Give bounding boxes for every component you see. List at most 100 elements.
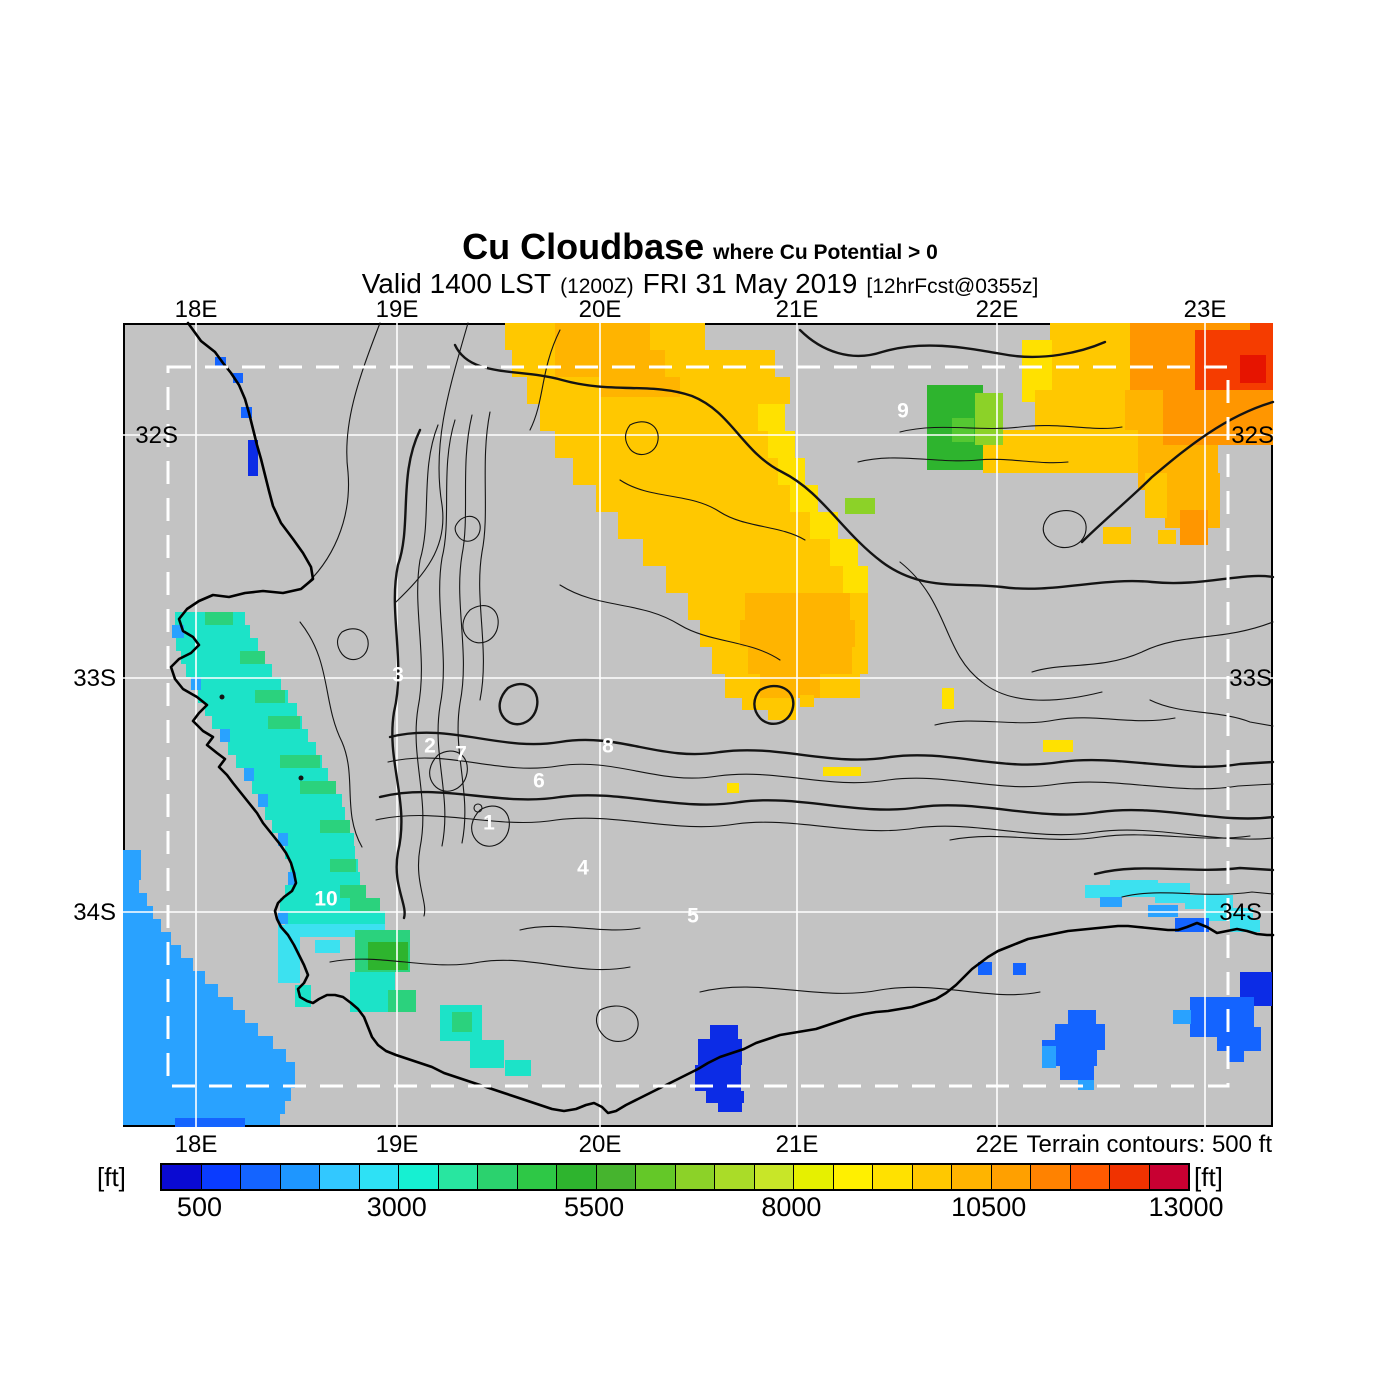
- cloudbase-patch: [123, 1010, 245, 1023]
- lon-label-bottom-19E: 19E: [375, 1131, 419, 1158]
- cloudbase-patch: [1060, 1066, 1094, 1080]
- colorbar-tick-8000: 8000: [761, 1192, 822, 1222]
- small-contour-ring: [473, 803, 483, 813]
- cloudbase-patch: [268, 716, 300, 729]
- site-label-8: 8: [602, 735, 614, 758]
- colorbar-cell: [991, 1165, 1031, 1189]
- cloudbase-patch: [1100, 897, 1122, 907]
- lat-label-right-32S: 32S: [1231, 422, 1274, 449]
- colorbar-cell: [873, 1165, 913, 1189]
- cloudbase-patch: [368, 942, 408, 970]
- title-line-2: Valid 1400 LST (1200Z) FRI 31 May 2019 […: [0, 268, 1400, 300]
- colorbar-cell: [162, 1165, 202, 1189]
- coastline: [169, 321, 1275, 1115]
- cloudbase-patch: [758, 404, 785, 431]
- cloudbase-patch: [1085, 885, 1113, 898]
- cloudbase-patch: [555, 350, 665, 377]
- cloudbase-patch: [288, 872, 296, 885]
- colorbar-tick-13000: 13000: [1148, 1192, 1224, 1222]
- cloudbase-patch: [800, 695, 814, 707]
- colorbar-cell: [280, 1165, 320, 1189]
- site-labels-layer: 9 3 2 7 8 6 1 4 10 5: [314, 400, 909, 928]
- cloudbase-patches-layer: [123, 323, 1273, 1127]
- cloudbase-patch: [1043, 740, 1073, 752]
- site-label-6: 6: [533, 770, 545, 793]
- cloudbase-patch: [278, 833, 288, 846]
- cloudbase-patch: [340, 885, 366, 898]
- cloudbase-patch: [978, 962, 992, 975]
- valid-date-label: FRI 31 May 2019: [642, 268, 858, 299]
- cloudbase-patch: [1013, 963, 1026, 975]
- cloudbase-patch: [288, 872, 360, 885]
- cloudbase-patch: [952, 418, 974, 442]
- site-label-2: 2: [424, 735, 436, 758]
- colorbar-cell: [399, 1165, 439, 1189]
- islet-dot: [298, 775, 304, 781]
- cloudbase-patch: [215, 357, 226, 367]
- terrain-contours-note: Terrain contours: 500 ft: [1026, 1131, 1272, 1158]
- cloudbase-patch: [258, 794, 268, 807]
- cloudbase-patch: [1160, 390, 1273, 445]
- cloudbase-patch: [983, 430, 1138, 473]
- cloudbase-patch: [843, 566, 868, 593]
- cloudbase-patch: [1050, 323, 1130, 390]
- cloudbase-patch: [555, 323, 650, 350]
- colorbar-cell: [715, 1165, 755, 1189]
- cloudbase-patch: [845, 498, 875, 514]
- colorbar-cell: [596, 1165, 636, 1189]
- cloudbase-patch: [1228, 1051, 1244, 1062]
- cloudbase-patch: [123, 1062, 295, 1075]
- cloudbase-patch: [240, 651, 265, 664]
- site-label-5: 5: [687, 905, 699, 928]
- lon-label-top-19E: 19E: [375, 296, 419, 323]
- site-label-1: 1: [483, 812, 495, 835]
- colorbar-unit-left: [ft]: [97, 1162, 126, 1192]
- colorbar-cell: [912, 1165, 952, 1189]
- cloudbase-patch: [350, 972, 395, 1012]
- colorbar-tick-5500: 5500: [564, 1192, 625, 1222]
- cloudbase-patch: [244, 768, 328, 781]
- cloudbase-patch: [278, 911, 385, 924]
- lon-label-top-22E: 22E: [975, 296, 1019, 323]
- cloudbase-patch: [123, 1036, 273, 1049]
- colorbar-cell: [675, 1165, 715, 1189]
- cloudbase-patch: [186, 664, 272, 677]
- cloudbase-patch: [123, 1049, 286, 1062]
- valid-time-label: Valid 1400 LST: [361, 268, 552, 299]
- cloudbase-patch: [258, 794, 342, 807]
- lat-label-right-34S: 34S: [1219, 899, 1262, 926]
- cloudbase-patch: [255, 690, 285, 703]
- colorbar-cell: [1070, 1165, 1110, 1189]
- cloudbase-patch: [573, 458, 805, 485]
- cloudbase-patch: [1068, 1010, 1096, 1024]
- colorbar-tick-500: 500: [176, 1192, 222, 1222]
- cloudbase-patch: [470, 1040, 504, 1068]
- lon-label-bottom-18E: 18E: [174, 1131, 218, 1158]
- cloudbase-patch: [244, 768, 254, 781]
- model-domain-box-layer: [166, 365, 1230, 1088]
- cloudbase-patch: [228, 742, 316, 755]
- cloudbase-patch: [123, 997, 233, 1010]
- cloudbase-patch: [810, 512, 838, 539]
- cloudbase-patch: [666, 566, 868, 593]
- cloudbase-patch: [205, 703, 297, 716]
- colorbar-cell: [438, 1165, 478, 1189]
- cloudbase-patch: [942, 688, 954, 709]
- lat-label-left-34S: 34S: [73, 899, 116, 926]
- cloudbase-patch: [1185, 895, 1233, 909]
- page-title: Cu Cloudbase: [462, 226, 705, 267]
- cloudbase-patch: [505, 1060, 531, 1076]
- cloudbase-patch: [123, 1023, 258, 1036]
- cloudbase-patch: [123, 880, 139, 893]
- cloudbase-patch: [123, 893, 147, 906]
- cloudbase-patch: [205, 612, 233, 625]
- cloudbase-patch: [1250, 323, 1273, 335]
- cloudbase-patch: [975, 393, 1003, 445]
- lon-label-top-21E: 21E: [775, 296, 819, 323]
- cloudbase-patch: [823, 767, 861, 776]
- cloudbase-patch: [123, 919, 161, 932]
- colorbar-cell: [636, 1165, 676, 1189]
- colorbar-tick-10500: 10500: [951, 1192, 1027, 1222]
- cloudbase-patch: [540, 404, 785, 431]
